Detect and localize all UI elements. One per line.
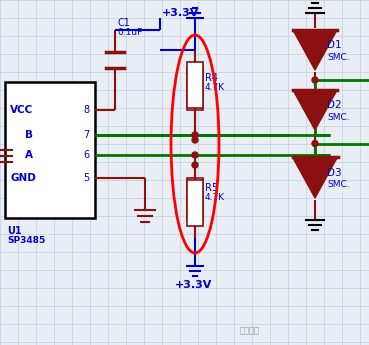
Bar: [187, 68, 203, 110]
Text: SMC.: SMC.: [327, 112, 349, 121]
Text: U1: U1: [7, 226, 22, 236]
Circle shape: [192, 152, 198, 158]
Circle shape: [192, 137, 198, 143]
Bar: [187, 180, 203, 226]
Text: GND: GND: [10, 173, 36, 183]
Text: 0.1uF: 0.1uF: [117, 28, 142, 37]
Bar: [187, 62, 203, 108]
Polygon shape: [293, 157, 338, 198]
Circle shape: [312, 77, 318, 83]
Circle shape: [312, 140, 318, 147]
Bar: [187, 178, 203, 220]
Text: C1: C1: [117, 18, 130, 28]
Text: R4: R4: [205, 73, 218, 83]
Text: SP3485: SP3485: [7, 236, 45, 245]
Text: D1: D1: [327, 40, 342, 50]
Text: D2: D2: [327, 100, 342, 110]
Circle shape: [192, 132, 198, 138]
Text: R5: R5: [205, 183, 218, 193]
Text: 6: 6: [83, 150, 89, 160]
Text: 5: 5: [83, 173, 89, 183]
Text: A: A: [25, 150, 33, 160]
Circle shape: [192, 162, 198, 168]
Polygon shape: [293, 90, 337, 130]
Text: B: B: [25, 130, 33, 140]
Text: VCC: VCC: [10, 105, 33, 115]
Text: 8: 8: [83, 105, 89, 115]
Bar: [5, 82, 95, 218]
Text: +3.3V: +3.3V: [175, 280, 213, 290]
Text: D3: D3: [327, 168, 342, 177]
Polygon shape: [293, 30, 337, 70]
Text: 4.7K: 4.7K: [205, 83, 225, 92]
Text: +3.3V: +3.3V: [162, 8, 199, 18]
Text: 7: 7: [83, 130, 89, 140]
Text: 凌轶电路: 凌轶电路: [240, 326, 260, 335]
Text: SMC.: SMC.: [327, 180, 349, 189]
Text: 4.7K: 4.7K: [205, 193, 225, 202]
Text: SMC.: SMC.: [327, 52, 349, 61]
